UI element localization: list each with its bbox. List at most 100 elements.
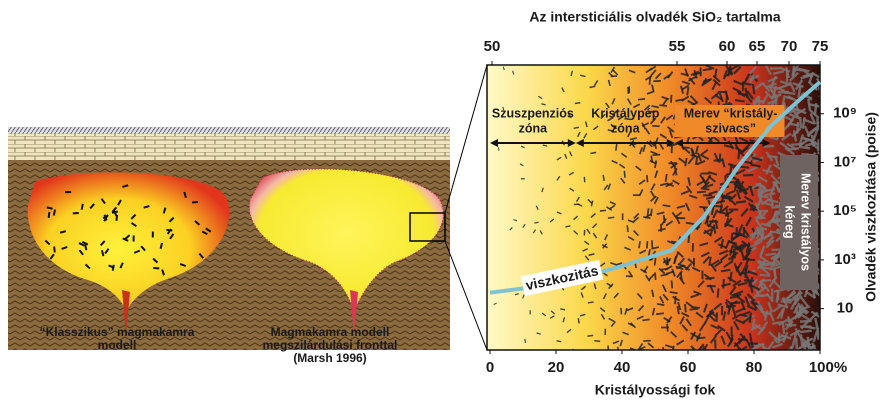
crystal bbox=[691, 266, 701, 273]
crystal bbox=[645, 241, 649, 249]
crystal bbox=[609, 201, 617, 206]
crystal bbox=[556, 340, 562, 343]
crystal bbox=[669, 291, 678, 295]
crystal bbox=[798, 145, 811, 150]
crystal bbox=[743, 73, 751, 84]
crystal bbox=[623, 170, 626, 178]
crystal bbox=[815, 77, 820, 84]
crystal bbox=[699, 205, 709, 209]
crystal bbox=[592, 232, 598, 239]
arrow-head bbox=[490, 139, 498, 147]
crystal bbox=[666, 126, 675, 133]
crystal bbox=[760, 197, 771, 206]
crystal bbox=[732, 87, 742, 94]
crystal bbox=[100, 250, 105, 257]
crystal bbox=[124, 234, 131, 240]
crystal bbox=[542, 144, 548, 147]
crystal bbox=[708, 314, 717, 322]
crystal bbox=[757, 260, 766, 271]
crystal bbox=[733, 320, 740, 331]
crystal bbox=[509, 227, 513, 231]
crystal bbox=[140, 245, 146, 252]
crystal bbox=[708, 171, 718, 176]
crystal bbox=[729, 285, 737, 296]
crystal bbox=[587, 334, 594, 337]
crystal bbox=[620, 152, 628, 158]
y-tick-label: 10⁹ bbox=[833, 105, 857, 122]
crystal bbox=[666, 315, 673, 324]
crystal bbox=[767, 76, 779, 83]
crystal bbox=[708, 284, 715, 294]
crystal bbox=[595, 349, 597, 350]
crystal bbox=[684, 303, 687, 313]
y-axis-title: Olvadék viszkozitása (poise) bbox=[863, 112, 879, 302]
crystal bbox=[113, 210, 118, 217]
crystal bbox=[816, 139, 820, 152]
x2-tick-label: 65 bbox=[749, 38, 766, 55]
crystal bbox=[710, 324, 720, 330]
crystal bbox=[723, 144, 734, 149]
crystal bbox=[660, 273, 669, 277]
crystal bbox=[765, 261, 777, 267]
crystal bbox=[670, 331, 678, 338]
crystal bbox=[689, 95, 698, 103]
crystal bbox=[713, 224, 717, 234]
crystal bbox=[680, 84, 690, 91]
crystal bbox=[638, 179, 646, 185]
crystal bbox=[749, 231, 759, 242]
crystal bbox=[770, 174, 780, 184]
crystal bbox=[670, 162, 678, 169]
crystal bbox=[729, 163, 733, 174]
crystal bbox=[814, 317, 819, 330]
crystal bbox=[152, 257, 159, 264]
magma-chamber bbox=[27, 172, 230, 312]
crystal bbox=[678, 157, 686, 164]
crystal bbox=[719, 253, 729, 262]
crystal bbox=[613, 292, 620, 299]
zone-label: zóna bbox=[611, 121, 641, 135]
y-tick-label: 10 bbox=[837, 300, 854, 317]
crystal bbox=[794, 107, 807, 116]
left-panel bbox=[8, 64, 488, 351]
crystal bbox=[541, 103, 546, 106]
crystal bbox=[534, 221, 539, 224]
crystal bbox=[789, 329, 801, 337]
crystal bbox=[720, 335, 726, 345]
crystal bbox=[685, 221, 695, 226]
crystal bbox=[579, 74, 586, 78]
crystal bbox=[734, 98, 745, 103]
crystal bbox=[143, 205, 150, 209]
crystal bbox=[656, 211, 665, 216]
crystal bbox=[750, 324, 761, 331]
crystal bbox=[754, 81, 765, 90]
crystal bbox=[756, 300, 764, 311]
crystal bbox=[687, 258, 696, 265]
crystal bbox=[727, 276, 737, 284]
crystal bbox=[769, 265, 781, 271]
crystal bbox=[713, 152, 720, 163]
crystal bbox=[769, 230, 781, 235]
crystal bbox=[765, 252, 777, 257]
crystal bbox=[791, 65, 800, 76]
crystal bbox=[759, 232, 765, 243]
crystal bbox=[577, 318, 580, 324]
crystal bbox=[675, 216, 681, 225]
crystal bbox=[662, 257, 668, 266]
crystal bbox=[590, 213, 596, 219]
x2-tick-label: 70 bbox=[781, 38, 798, 55]
crystal bbox=[169, 233, 175, 240]
crystal bbox=[676, 339, 685, 346]
crystal bbox=[783, 95, 795, 101]
crystal bbox=[788, 81, 796, 93]
crystal bbox=[751, 228, 759, 238]
crystal bbox=[626, 98, 632, 106]
crystal bbox=[735, 266, 742, 276]
zoom-line bbox=[444, 240, 488, 351]
crystal bbox=[590, 200, 594, 207]
crystal bbox=[570, 70, 573, 77]
crystal bbox=[708, 310, 718, 318]
crystal bbox=[737, 281, 748, 287]
sediment-layer bbox=[8, 134, 450, 160]
crystal bbox=[723, 260, 733, 269]
x-tick-label: 20 bbox=[548, 359, 565, 376]
